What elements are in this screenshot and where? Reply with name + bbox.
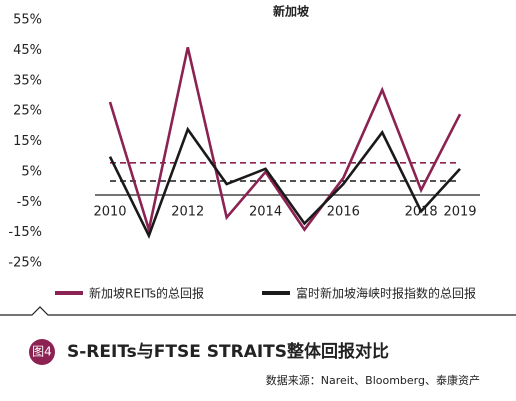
divider	[0, 306, 516, 316]
legend-label: 新加坡REITs的总回报	[89, 286, 204, 301]
y-tick-label: -25%	[8, 256, 42, 271]
y-tick-label: 55%	[13, 13, 42, 28]
series-line	[108, 126, 461, 239]
x-tick-label: 2014	[249, 205, 282, 220]
x-tick-label: 2012	[171, 205, 204, 220]
x-tick-label: 2010	[93, 205, 126, 220]
x-tick-label: 2019	[443, 205, 476, 220]
y-tick-label: 35%	[13, 73, 42, 88]
figure-label: 图4	[32, 345, 52, 359]
y-tick-label: -15%	[8, 225, 42, 240]
chart-title: 新加坡	[273, 4, 310, 19]
y-tick-label: 25%	[13, 104, 42, 119]
figure-caption: S-REITs与FTSE STRAITS整体回报对比	[67, 341, 389, 362]
y-tick-label: 45%	[13, 43, 42, 58]
series-line	[108, 47, 462, 235]
x-tick-label: 2016	[327, 205, 360, 220]
y-tick-label: 15%	[13, 134, 42, 149]
y-tick-label: -5%	[17, 195, 42, 210]
source: 数据来源：Nareit、Bloomberg、泰康资产	[266, 373, 480, 387]
y-tick-label: 5%	[21, 164, 42, 179]
legend-label: 富时新加坡海峡时报指数的总回报	[296, 286, 476, 301]
figure-badge	[29, 339, 55, 365]
